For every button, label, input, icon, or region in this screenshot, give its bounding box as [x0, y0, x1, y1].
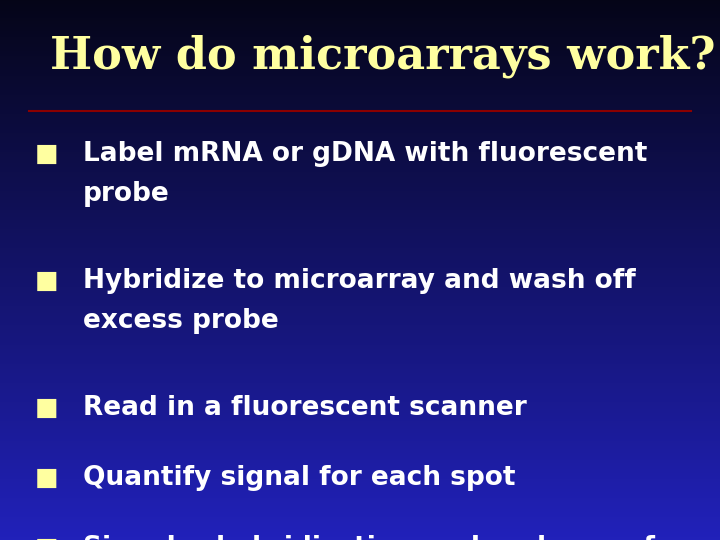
Text: ■: ■: [35, 536, 58, 540]
Text: ■: ■: [35, 396, 58, 420]
Text: Hybridize to microarray and wash off: Hybridize to microarray and wash off: [83, 268, 636, 294]
Text: ■: ■: [35, 142, 58, 166]
Text: probe: probe: [83, 181, 169, 207]
Text: Read in a fluorescent scanner: Read in a fluorescent scanner: [83, 395, 526, 421]
Text: ■: ■: [35, 466, 58, 490]
Text: Signal ~ hybridization ~ abundance of: Signal ~ hybridization ~ abundance of: [83, 535, 654, 540]
Text: ■: ■: [35, 269, 58, 293]
Text: Label mRNA or gDNA with fluorescent: Label mRNA or gDNA with fluorescent: [83, 141, 647, 167]
Text: How do microarrays work?: How do microarrays work?: [50, 35, 716, 78]
Text: Quantify signal for each spot: Quantify signal for each spot: [83, 465, 516, 491]
Text: excess probe: excess probe: [83, 308, 279, 334]
